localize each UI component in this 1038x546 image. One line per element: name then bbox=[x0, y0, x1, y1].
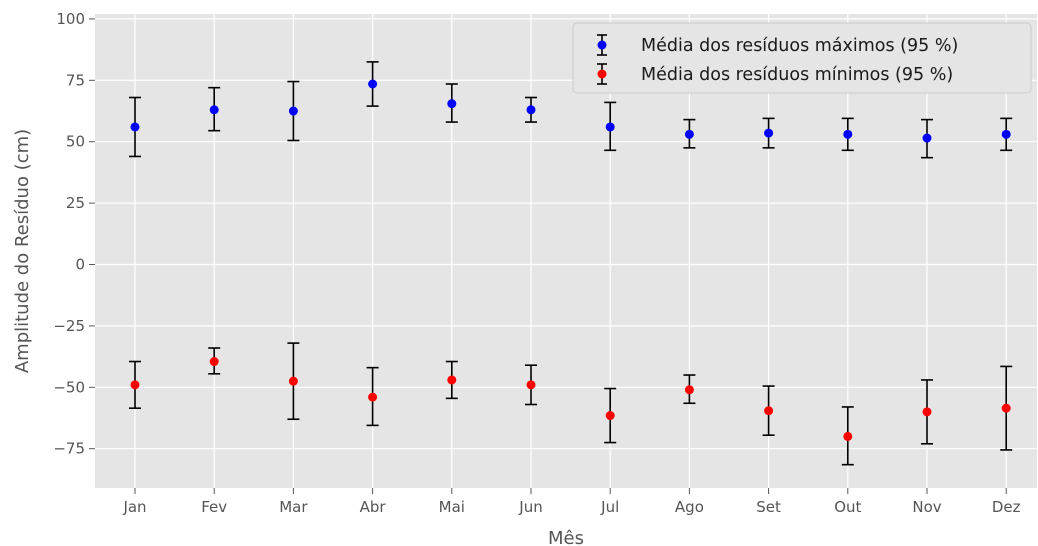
data-point bbox=[130, 380, 140, 390]
x-axis: Jan Fev Mar Abr Mai Jun Jul Ago Set Out Nov Dez bbox=[122, 488, 1021, 516]
y-tick-label: 50 bbox=[66, 133, 85, 151]
data-point bbox=[684, 129, 694, 139]
data-point bbox=[288, 106, 298, 116]
x-tick-label: Jun bbox=[518, 498, 542, 516]
legend-label: Média dos resíduos máximos (95 %) bbox=[641, 36, 958, 56]
data-point bbox=[1001, 403, 1011, 413]
data-point bbox=[209, 105, 219, 115]
data-point bbox=[764, 128, 774, 138]
y-axis-label: Amplitude do Resíduo (cm) bbox=[12, 129, 33, 373]
data-point bbox=[526, 380, 536, 390]
x-tick-label: Mai bbox=[439, 498, 465, 516]
data-point bbox=[209, 357, 219, 367]
data-point bbox=[447, 375, 457, 385]
x-tick-label: Out bbox=[834, 498, 861, 516]
data-point bbox=[130, 122, 140, 132]
legend-box bbox=[572, 22, 1032, 94]
data-point bbox=[922, 133, 932, 143]
data-point bbox=[843, 431, 853, 441]
data-point bbox=[605, 122, 615, 132]
y-tick-label: 0 bbox=[75, 256, 85, 274]
y-tick-label: 100 bbox=[56, 10, 85, 28]
x-tick-label: Dez bbox=[992, 498, 1021, 516]
y-tick-label: −25 bbox=[53, 317, 85, 335]
x-tick-label: Nov bbox=[912, 498, 941, 516]
data-point bbox=[368, 392, 378, 402]
y-tick-label: 75 bbox=[66, 71, 85, 89]
y-tick-label: 25 bbox=[66, 194, 85, 212]
data-point bbox=[1001, 129, 1011, 139]
data-point bbox=[764, 406, 774, 416]
data-point bbox=[526, 105, 536, 115]
x-tick-label: Jan bbox=[122, 498, 146, 516]
y-axis: −75 −50 −25 0 25 50 75 100 bbox=[53, 10, 95, 458]
data-point bbox=[605, 411, 615, 421]
x-tick-label: Jul bbox=[600, 498, 619, 516]
legend-marker bbox=[597, 69, 607, 79]
data-point bbox=[922, 407, 932, 417]
legend-label: Média dos resíduos mínimos (95 %) bbox=[641, 65, 953, 85]
x-tick-label: Abr bbox=[360, 498, 387, 516]
y-tick-label: −75 bbox=[53, 440, 85, 458]
x-tick-label: Ago bbox=[675, 498, 704, 516]
data-point bbox=[447, 99, 457, 109]
data-point bbox=[368, 79, 378, 89]
legend-marker bbox=[597, 40, 607, 50]
x-axis-label: Mês bbox=[548, 528, 584, 546]
x-tick-label: Fev bbox=[201, 498, 227, 516]
y-tick-label: −50 bbox=[53, 378, 85, 396]
x-tick-label: Mar bbox=[279, 498, 308, 516]
data-point bbox=[843, 129, 853, 139]
x-tick-label: Set bbox=[756, 498, 781, 516]
legend: Média dos resíduos máximos (95 %) Média d… bbox=[572, 22, 1032, 94]
data-point bbox=[684, 385, 694, 395]
data-points bbox=[130, 79, 1011, 441]
data-point bbox=[288, 376, 298, 386]
